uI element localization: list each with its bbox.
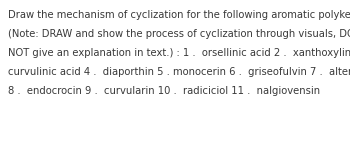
Text: Draw the mechanism of cyclization for the following aromatic polyketides: Draw the mechanism of cyclization for th… — [8, 10, 350, 20]
Text: curvulinic acid 4 .  diaporthin 5 . monocerin 6 .  griseofulvin 7 .  alternariol: curvulinic acid 4 . diaporthin 5 . monoc… — [8, 67, 350, 77]
Text: 8 .  endocrocin 9 .  curvularin 10 .  radiciciol 11 .  nalgiovensin: 8 . endocrocin 9 . curvularin 10 . radic… — [8, 86, 320, 96]
Text: NOT give an explanation in text.) : 1 .  orsellinic acid 2 .  xanthoxylin 3 .: NOT give an explanation in text.) : 1 . … — [8, 48, 350, 58]
Text: (Note: DRAW and show the process of cyclization through visuals, DO: (Note: DRAW and show the process of cycl… — [8, 29, 350, 39]
